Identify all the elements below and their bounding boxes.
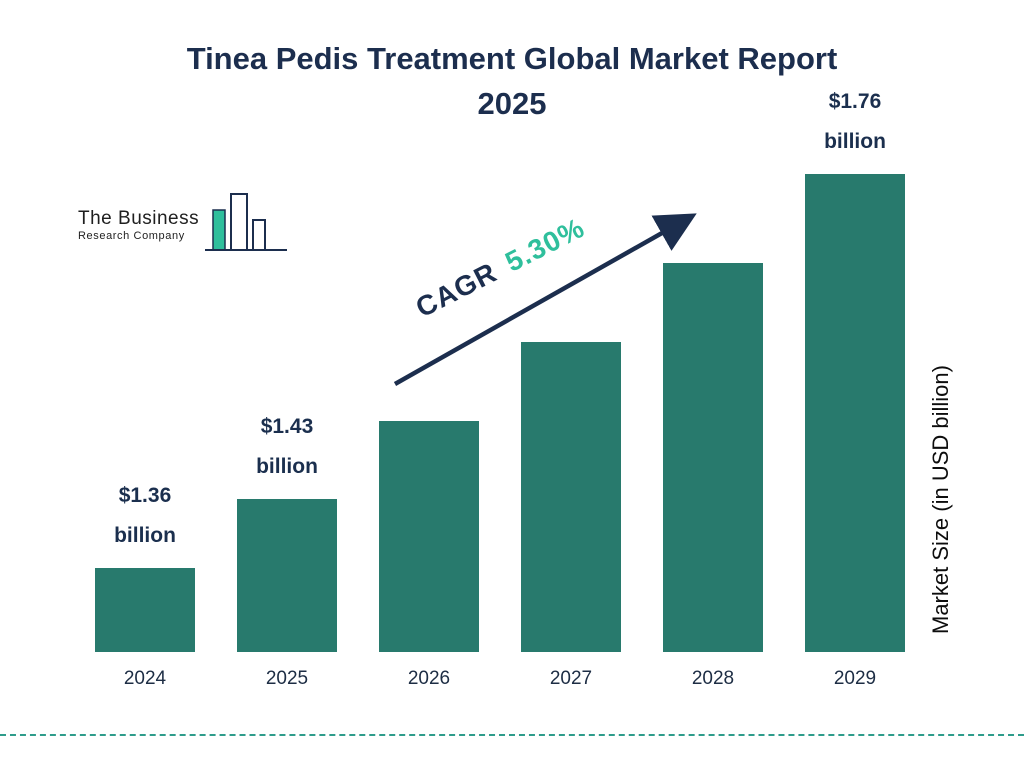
x-tick-2027: 2027 (549, 668, 593, 689)
company-logo-text: The Business Research Company (78, 208, 199, 256)
bar-2026 (379, 421, 479, 652)
bar-value-label-2025: $1.43 billion (256, 415, 318, 478)
x-tick-2029: 2029 (833, 668, 877, 689)
bar-2029 (805, 174, 905, 652)
company-name-line2: Research Company (78, 230, 185, 242)
cagr-trend-arrow-icon (393, 213, 697, 386)
page-title-line1: Tinea Pedis Treatment Global Market Repo… (186, 41, 838, 76)
x-tick-2026: 2026 (407, 668, 451, 689)
page-title-line2: 2025 (477, 86, 547, 121)
bar-2028 (663, 263, 763, 652)
company-logo: The Business Research Company (78, 192, 289, 256)
bar-value-label-2024: $1.36 billion (114, 484, 176, 547)
bar-column-2027: 2027 (521, 342, 621, 690)
bar-column-2029: $1.76 billion 2029 (805, 82, 905, 690)
bar-2024 (95, 568, 195, 652)
bar-2027 (521, 342, 621, 652)
bar-value-label-2029: $1.76 billion (824, 90, 886, 153)
bar-column-2025: $1.43 billion 2025 (237, 407, 337, 690)
bar-column-2024: $1.36 billion 2024 (95, 476, 195, 690)
x-tick-2025: 2025 (265, 668, 309, 689)
bar-2025 (237, 499, 337, 652)
bar-column-2026: 2026 (379, 421, 479, 690)
bar-column-2028: 2028 (663, 263, 763, 690)
bar-chart: $1.36 billion 2024 $1.43 billion 2025 2026 2027… (95, 82, 905, 690)
bar-chart-logo-icon (205, 193, 288, 251)
company-name-line1: The Business (78, 208, 200, 229)
page-title: Tinea Pedis Treatment Global Market Repo… (0, 36, 1024, 126)
y-axis-label: Market Size (in USD billion) (928, 365, 953, 635)
x-tick-2024: 2024 (123, 668, 167, 689)
x-tick-2028: 2028 (691, 668, 735, 689)
bottom-dashed-divider (0, 734, 1024, 736)
